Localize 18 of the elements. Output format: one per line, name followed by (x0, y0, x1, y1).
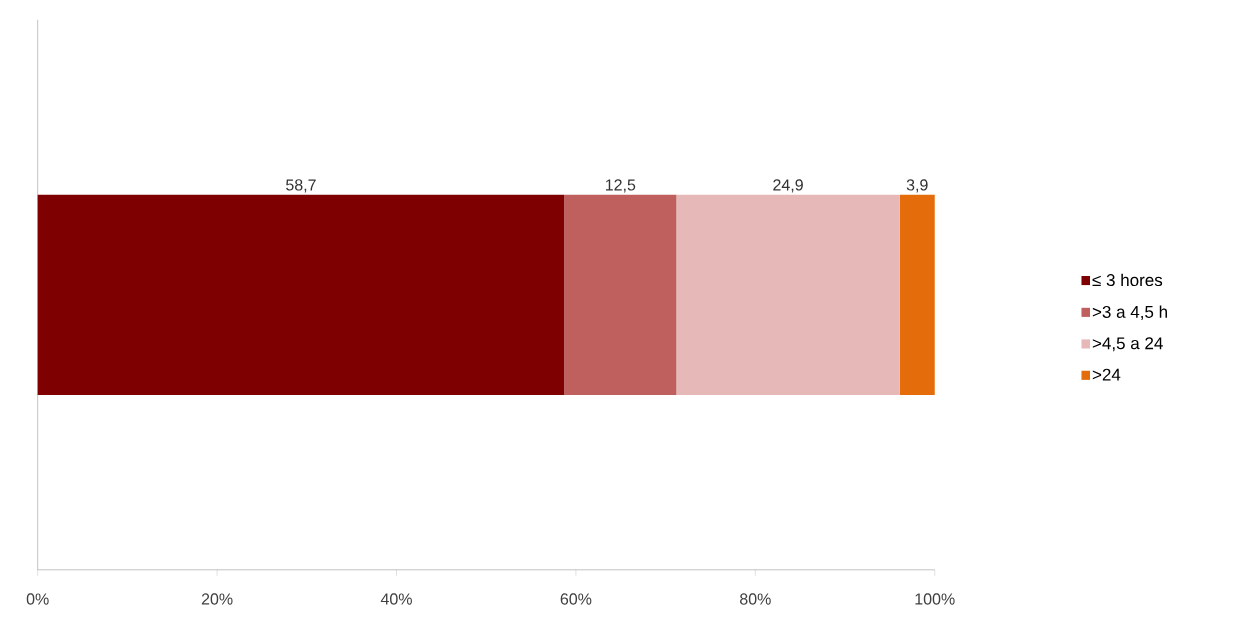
x-tick-label: 80% (740, 593, 771, 605)
legend-label: >3 a 4,5 h (1092, 305, 1167, 320)
x-tick-label: 0% (26, 593, 49, 605)
bar (899, 194, 935, 395)
bar (676, 194, 900, 395)
bar (564, 194, 677, 395)
x-tick-label: 40% (380, 593, 412, 605)
data-label: 58,7 (286, 179, 316, 193)
data-label: 12,5 (605, 179, 636, 193)
legend-label: >4,5 a 24 (1092, 337, 1163, 352)
x-tick-label: 60% (560, 593, 592, 605)
bar (37, 194, 565, 395)
x-tick-label: 100% (915, 593, 955, 605)
legend-label: ≤ 3 hores (1092, 273, 1163, 287)
legend-label: >24 (1092, 368, 1121, 381)
data-label: 3,9 (906, 179, 928, 193)
data-label: 24,9 (773, 179, 803, 193)
x-tick-label: 20% (201, 593, 233, 605)
